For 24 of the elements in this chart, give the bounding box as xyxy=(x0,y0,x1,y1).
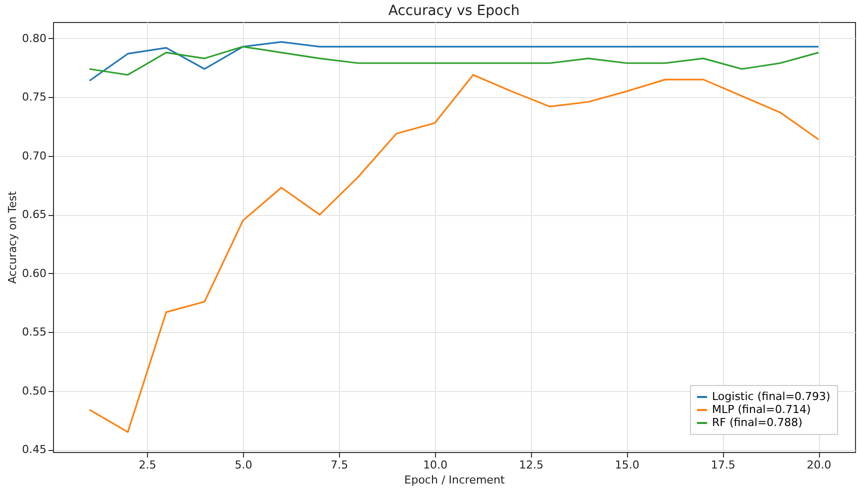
y-tick-label: 0.50 xyxy=(22,384,46,398)
y-tick-label: 0.55 xyxy=(22,326,46,339)
line-series xyxy=(88,41,820,82)
x-tick-label: 15.0 xyxy=(614,458,640,472)
x-tick-label: 17.5 xyxy=(710,458,736,472)
x-tick-label: 7.5 xyxy=(330,458,348,472)
x-tick-label: 20.0 xyxy=(806,458,832,472)
y-axis-title: Accuracy on Test xyxy=(6,190,20,284)
y-tick-label: 0.70 xyxy=(22,149,46,162)
line-series xyxy=(88,46,820,76)
x-tick-label: 10.0 xyxy=(423,458,448,472)
x-axis-title: Epoch / Increment xyxy=(404,474,506,486)
legend-label: MLP (final=0.714) xyxy=(712,403,811,416)
legend-label: Logistic (final=0.793) xyxy=(712,390,830,403)
legend-label: RF (final=0.788) xyxy=(712,416,802,429)
x-tick-label: 2.5 xyxy=(138,458,156,472)
y-tick-label: 0.75 xyxy=(22,90,46,104)
x-tick-label: 5.0 xyxy=(234,458,252,472)
chart-title: Accuracy vs Epoch xyxy=(388,3,520,19)
y-tick-label: 0.65 xyxy=(22,208,46,222)
y-tick-label: 0.60 xyxy=(22,266,46,280)
y-tick-label: 0.45 xyxy=(22,443,46,456)
x-tick-label: 12.5 xyxy=(518,458,544,472)
y-tick-label: 0.80 xyxy=(22,32,46,45)
